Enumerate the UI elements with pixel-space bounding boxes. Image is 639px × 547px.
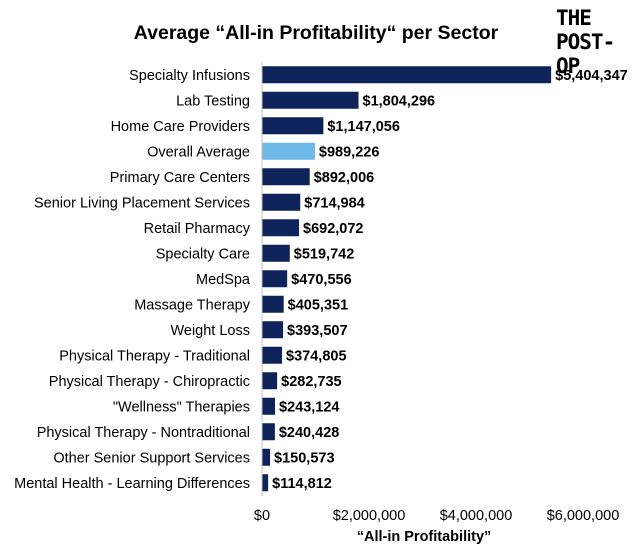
category-label: Lab Testing: [176, 93, 250, 109]
value-label: $1,804,296: [363, 93, 436, 109]
bar-massage-therapy: [262, 295, 284, 313]
bar-senior-living-placement-services: [262, 193, 301, 211]
bar-home-care-providers: [262, 117, 324, 135]
category-label: MedSpa: [196, 272, 251, 288]
category-label: Other Senior Support Services: [53, 450, 250, 466]
value-label: $989,226: [319, 144, 379, 160]
value-label: $892,006: [314, 170, 374, 186]
value-label: $1,147,056: [327, 119, 400, 135]
value-label: $150,573: [274, 450, 334, 466]
x-tick-label: $6,000,000: [547, 508, 620, 524]
category-label: Primary Care Centers: [110, 170, 250, 186]
category-label: Home Care Providers: [111, 119, 250, 135]
bar-specialty-infusions: [262, 66, 552, 84]
category-label: Specialty Infusions: [129, 68, 250, 84]
x-tick-labels-group: $0 $2,000,000 $4,000,000 $6,000,000: [254, 508, 619, 524]
bar-weight-loss: [262, 321, 284, 339]
value-label: $243,124: [279, 399, 339, 415]
value-label: $470,556: [291, 272, 351, 288]
bar-mental-health-learning-differences: [262, 474, 269, 492]
category-label: "Wellness" Therapies: [113, 399, 250, 415]
bar-physical-therapy-nontraditional: [262, 423, 275, 441]
value-label: $519,742: [294, 246, 354, 262]
value-label: $692,072: [303, 221, 363, 237]
x-tick-label: $2,000,000: [333, 508, 406, 524]
value-labels-group: $5,404,347 $1,804,296 $1,147,056 $989,226 $8…: [272, 68, 628, 492]
category-label: Mental Health - Learning Differences: [14, 476, 250, 492]
value-label: $282,735: [281, 374, 341, 390]
category-labels-group: Specialty Infusions Lab Testing Home Care …: [14, 68, 251, 492]
bar-wellness-therapies: [262, 397, 276, 415]
value-label: $405,351: [288, 297, 348, 313]
chart-title: Average “All-in Profitability“ per Secto…: [133, 22, 499, 44]
value-label: $5,404,347: [555, 68, 628, 84]
bar-specialty-care: [262, 244, 290, 262]
bar-lab-testing: [262, 91, 359, 109]
bar-retail-pharmacy: [262, 219, 300, 237]
category-label: Overall Average: [147, 144, 250, 160]
category-label: Physical Therapy - Traditional: [59, 348, 250, 364]
post-op-logo: THE POST-OP: [556, 6, 632, 78]
bar-medspa: [262, 270, 288, 288]
value-label: $714,984: [304, 195, 364, 211]
value-label: $240,428: [279, 425, 339, 441]
bar-overall-average: [262, 142, 315, 160]
category-label: Physical Therapy - Chiropractic: [49, 374, 250, 390]
x-tick-label: $4,000,000: [440, 508, 513, 524]
category-label: Senior Living Placement Services: [34, 195, 250, 211]
category-label: Weight Loss: [170, 323, 250, 339]
value-label: $393,507: [287, 323, 347, 339]
category-label: Physical Therapy - Nontraditional: [37, 425, 250, 441]
logo-line-1: THE: [556, 6, 592, 30]
bars-group: [262, 66, 552, 492]
category-label: Massage Therapy: [134, 297, 251, 313]
bar-primary-care-centers: [262, 168, 310, 186]
bar-physical-therapy-chiropractic: [262, 372, 278, 390]
x-tick-label: $0: [254, 508, 270, 524]
bar-other-senior-support-services: [262, 448, 271, 466]
category-label: Retail Pharmacy: [144, 221, 251, 237]
value-label: $114,812: [272, 476, 332, 492]
x-axis-title: “All-in Profitability”: [357, 529, 492, 545]
category-label: Specialty Care: [156, 246, 250, 262]
value-label: $374,805: [286, 348, 346, 364]
bar-physical-therapy-traditional: [262, 346, 283, 364]
logo-line-2: POST-OP: [556, 30, 615, 78]
